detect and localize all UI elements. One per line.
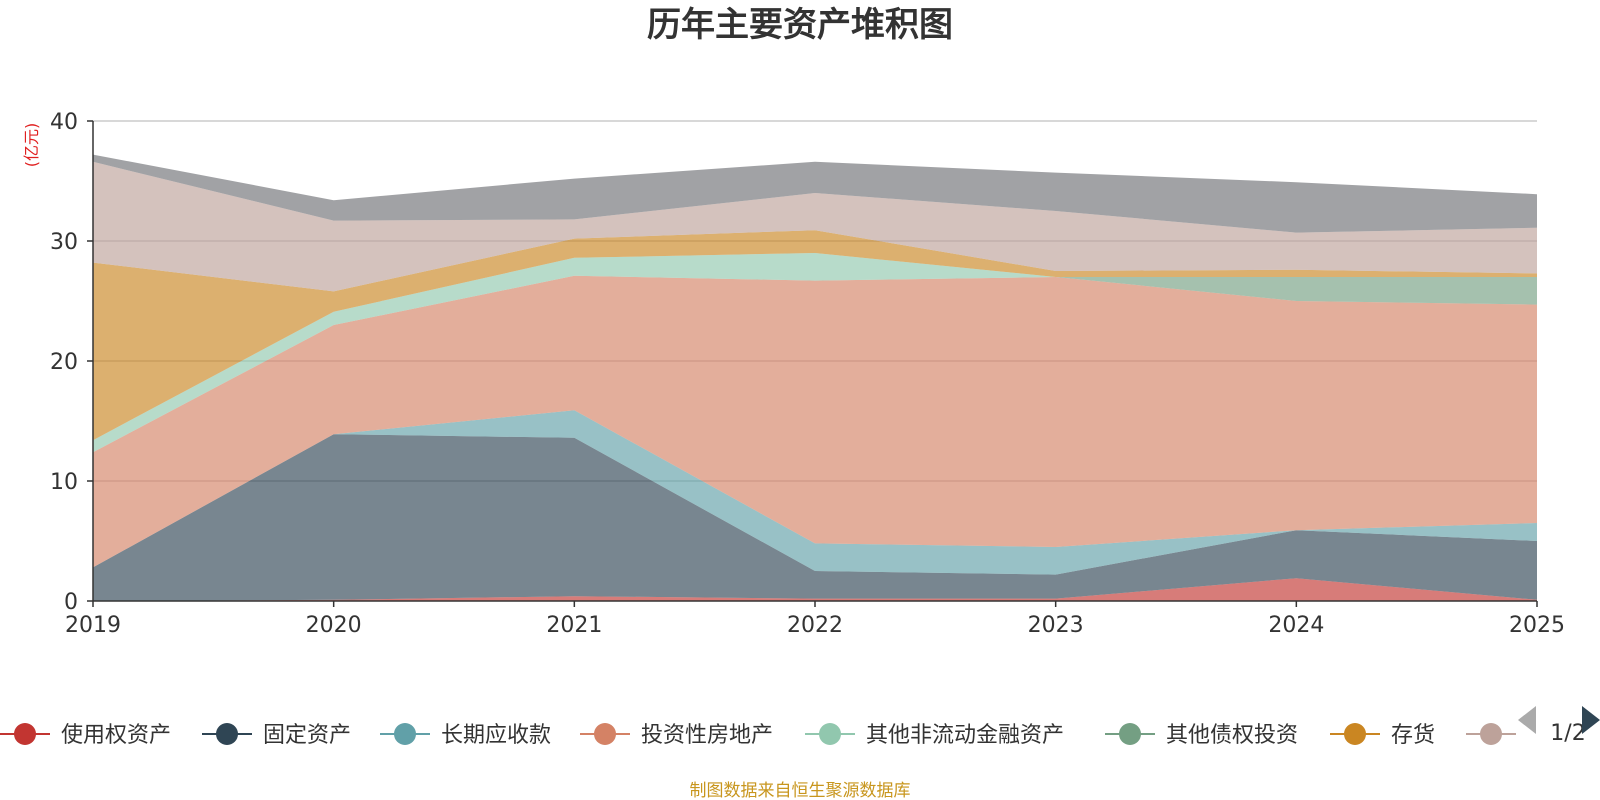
legend-marker-icon bbox=[1344, 723, 1366, 745]
legend-item-7[interactable]: 存货 bbox=[1330, 723, 1435, 748]
area-series-2[interactable] bbox=[93, 434, 1537, 601]
legend-item-2[interactable]: 固定资产 bbox=[202, 723, 351, 748]
legend-label: 长期应收款 bbox=[441, 723, 551, 748]
stacked-areas bbox=[93, 154, 1537, 601]
x-tick-label: 2021 bbox=[546, 613, 602, 638]
legend-marker-icon bbox=[394, 723, 416, 745]
legend-label: 存货 bbox=[1391, 723, 1435, 748]
y-tick-label: 10 bbox=[50, 470, 78, 495]
x-tick-label: 2022 bbox=[787, 613, 843, 638]
legend-item-8[interactable] bbox=[1466, 723, 1516, 745]
x-tick-label: 2024 bbox=[1268, 613, 1324, 638]
area-series-9[interactable] bbox=[93, 154, 1537, 233]
axes: 0 10 20 30 40 2019 2020 2021 2022 2023 2024 2025 bbox=[50, 110, 1565, 638]
legend-item-5[interactable]: 其他非流动金融资产 bbox=[805, 723, 1064, 748]
area-series-7[interactable] bbox=[93, 230, 1537, 441]
y-tick-label: 40 bbox=[50, 110, 78, 135]
area-series-4[interactable] bbox=[93, 275, 1537, 568]
legend-marker-icon bbox=[14, 723, 36, 745]
legend-item-6[interactable]: 其他债权投资 bbox=[1105, 723, 1298, 748]
legend-item-4[interactable]: 投资性房地产 bbox=[580, 723, 773, 748]
legend-item-1[interactable]: 使用权资产 bbox=[0, 723, 171, 748]
x-tick-label: 2023 bbox=[1028, 613, 1084, 638]
y-tick-label: 0 bbox=[64, 590, 78, 615]
legend-marker-icon bbox=[1119, 723, 1141, 745]
chart-title: 历年主要资产堆积图 bbox=[647, 5, 953, 45]
y-tick-label: 30 bbox=[50, 230, 78, 255]
legend-label: 使用权资产 bbox=[61, 723, 171, 748]
x-tick-label: 2025 bbox=[1509, 613, 1565, 638]
triangle-right-icon[interactable] bbox=[1582, 706, 1600, 734]
legend-marker-icon bbox=[819, 723, 841, 745]
y-axis-unit-label: (亿元) bbox=[22, 123, 41, 168]
x-tick-label: 2020 bbox=[306, 613, 362, 638]
legend-pager: 1/2 bbox=[1518, 706, 1600, 746]
legend-label: 固定资产 bbox=[263, 723, 351, 748]
legend-marker-icon bbox=[1480, 723, 1502, 745]
legend-marker-icon bbox=[594, 723, 616, 745]
legend-marker-icon bbox=[216, 723, 238, 745]
data-source-note: 制图数据来自恒生聚源数据库 bbox=[690, 781, 911, 800]
area-series-1[interactable] bbox=[93, 578, 1537, 601]
legend-label: 投资性房地产 bbox=[641, 723, 773, 748]
legend-label: 其他非流动金融资产 bbox=[866, 723, 1064, 748]
triangle-left-icon[interactable] bbox=[1518, 706, 1536, 734]
legend-page-indicator: 1/2 bbox=[1550, 721, 1585, 746]
legend-label: 其他债权投资 bbox=[1166, 723, 1298, 748]
x-tick-label: 2019 bbox=[65, 613, 121, 638]
y-tick-label: 20 bbox=[50, 350, 78, 375]
legend: 使用权资产 固定资产 长期应收款 投资性房地产 其他非流动金融资产 其他债权投资 存货 bbox=[0, 723, 1516, 748]
area-series-8[interactable] bbox=[93, 161, 1537, 292]
legend-item-3[interactable]: 长期应收款 bbox=[380, 723, 551, 748]
